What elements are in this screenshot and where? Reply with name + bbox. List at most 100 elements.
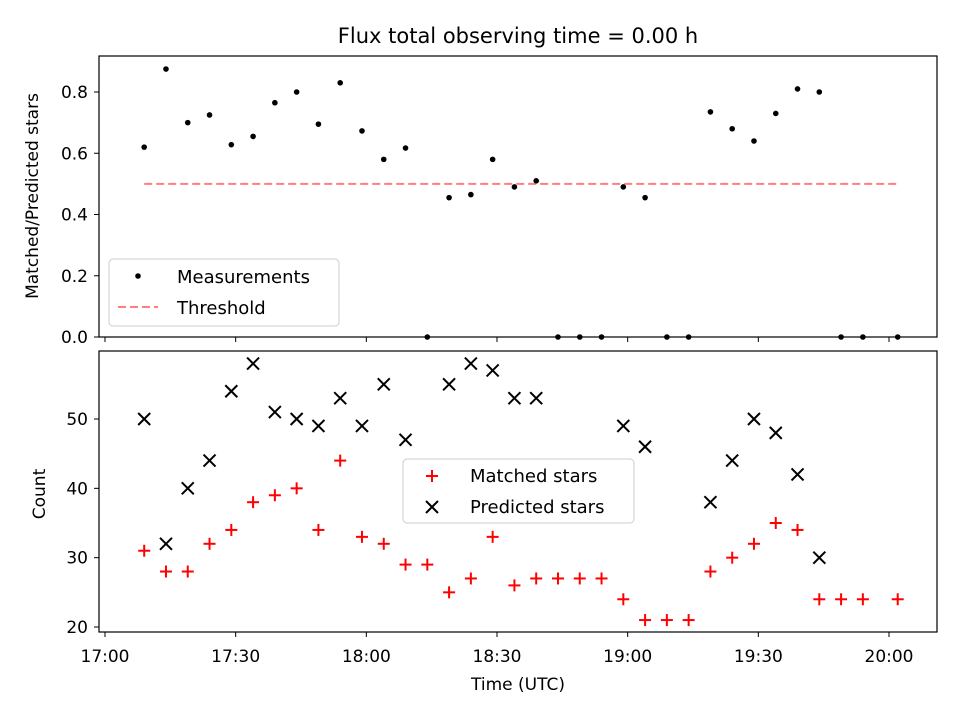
measurement-point	[337, 80, 344, 86]
top-y-axis-label: Matched/Predicted stars	[23, 93, 43, 299]
top-legend: Measurements Threshold	[108, 258, 340, 327]
bottom-x-tick-label: 20:00	[865, 647, 914, 667]
matched-star-point	[225, 523, 238, 536]
matched-star-point	[835, 593, 848, 606]
predicted-star-point	[725, 453, 739, 468]
measurement-point	[751, 138, 757, 144]
matched-star-point	[464, 572, 477, 585]
matched-star-point	[247, 496, 260, 509]
measurement-point	[184, 119, 191, 126]
predicted-star-point	[355, 419, 369, 433]
measurement-point	[533, 178, 539, 184]
predicted-star-point	[268, 405, 282, 419]
bottom-y-ticks: 20 30 40 50	[66, 410, 99, 638]
bottom-x-ticks: 17:00 17:30 18:00 18:30 19:00 19:30 20:00	[81, 632, 914, 667]
bottom-x-tick-label: 19:00	[603, 647, 652, 667]
bottom-y-axis-label: Count	[30, 468, 50, 519]
measurement-point	[272, 99, 278, 106]
top-y-tick-label: 0.8	[61, 83, 88, 103]
measurement-point	[772, 110, 779, 117]
matched-star-point	[660, 614, 673, 627]
predicted-star-point	[333, 391, 347, 405]
top-axes-frame	[98, 55, 938, 338]
matched-star-point	[268, 489, 281, 502]
matched-star-point	[747, 537, 760, 550]
top-y-tick-label: 0.6	[61, 144, 88, 164]
matched-star-point	[856, 593, 869, 606]
top-chart-title: Flux total observing time = 0.00 h	[338, 24, 698, 48]
measurement-point	[141, 144, 147, 150]
predicted-star-point	[202, 453, 217, 468]
top-y-tick-label: 0.4	[61, 206, 88, 226]
measurement-point	[206, 112, 213, 118]
matched-star-point	[682, 614, 695, 627]
matched-star-point	[138, 544, 151, 557]
matched-star-point	[595, 572, 608, 585]
matched-star-point	[159, 565, 172, 578]
matched-star-point	[530, 572, 543, 585]
matched-star-point	[486, 530, 499, 543]
measurement-point	[707, 109, 714, 115]
predicted-star-point	[159, 537, 173, 551]
matched-star-point	[181, 565, 194, 578]
bottom-y-tick-label: 50	[66, 410, 88, 430]
matched-star-point	[726, 551, 739, 564]
predicted-star-point	[289, 412, 304, 426]
bottom-axes-frame	[98, 350, 938, 633]
matched-star-point	[639, 614, 652, 627]
top-y-tick-label: 0.2	[61, 267, 88, 287]
matched-star-point	[377, 537, 390, 550]
bottom-x-tick-label: 17:00	[81, 647, 130, 667]
bottom-x-tick-label: 17:30	[211, 647, 260, 667]
legend-marker-matched-stars	[426, 470, 438, 482]
bottom-legend: Matched stars Predicted stars	[402, 458, 635, 524]
matched-star-point	[290, 482, 303, 495]
legend-marker-measurements	[135, 273, 141, 279]
measurement-point	[228, 141, 235, 148]
matched-star-point	[203, 537, 216, 550]
measurement-point	[729, 125, 735, 132]
predicted-star-point	[377, 377, 391, 392]
predicted-star-point	[507, 391, 522, 405]
predicted-star-point	[616, 419, 631, 433]
top-y-ticks: 0.0 0.2 0.4 0.6 0.8	[61, 83, 99, 348]
predicted-star-point	[638, 440, 652, 454]
matched-star-point	[421, 558, 434, 571]
legend-label-threshold: Threshold	[176, 298, 266, 319]
bottom-plot-marks	[137, 356, 904, 627]
legend-label-predicted-stars: Predicted stars	[470, 497, 604, 518]
matched-star-point	[704, 565, 717, 578]
matched-star-point	[813, 593, 826, 606]
predicted-star-point	[703, 495, 718, 509]
predicted-star-point	[464, 356, 478, 371]
matched-star-point	[355, 530, 368, 543]
legend-marker-predicted-stars	[425, 500, 439, 514]
matched-star-point	[617, 593, 630, 606]
matched-star-point	[399, 558, 412, 571]
top-panel: 0.00.20.40.60.8 Matched/Predicted stars …	[23, 55, 938, 348]
measurement-point	[359, 128, 365, 134]
bottom-panel: 20 30 40 50 17:00 17:30 18:00 18:30 19:00 19:30 2…	[30, 350, 938, 695]
measurement-point	[315, 121, 322, 127]
predicted-star-point	[790, 467, 805, 482]
bottom-x-tick-label: 18:30	[473, 647, 522, 667]
predicted-star-point	[529, 391, 543, 405]
legend-label-matched-stars: Matched stars	[470, 466, 597, 487]
matched-star-point	[573, 572, 586, 585]
bottom-y-tick-label: 40	[66, 479, 88, 499]
bottom-y-tick-label: 30	[66, 549, 88, 569]
matched-star-point	[312, 523, 325, 536]
matched-star-point	[769, 517, 782, 529]
matched-star-point	[891, 593, 904, 606]
predicted-star-point	[769, 426, 783, 440]
top-legend-box	[108, 258, 340, 327]
measurement-point	[816, 89, 823, 95]
matched-star-point	[508, 579, 521, 592]
predicted-star-point	[747, 412, 761, 426]
top-y-tick-label: 0.0	[61, 328, 88, 348]
matched-star-point	[443, 586, 456, 599]
measurement-point	[794, 86, 801, 92]
measurement-point	[489, 156, 496, 163]
